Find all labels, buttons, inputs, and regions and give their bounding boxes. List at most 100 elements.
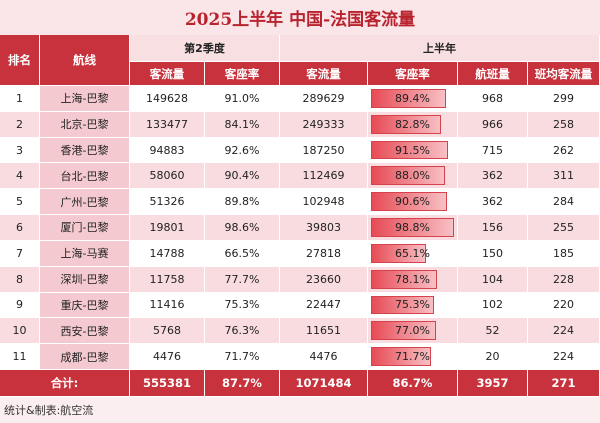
cell: 11416 bbox=[130, 292, 205, 319]
cell: 89.8% bbox=[205, 189, 280, 216]
cell: 4476 bbox=[280, 344, 368, 370]
column-header: 客流量 bbox=[130, 62, 205, 86]
cell: 75.3% bbox=[205, 292, 280, 319]
cell: 220 bbox=[528, 292, 600, 319]
cell: 20 bbox=[458, 344, 528, 370]
cell: 185 bbox=[528, 240, 600, 267]
cell: 299 bbox=[528, 86, 600, 112]
cell: 11651 bbox=[280, 318, 368, 345]
route: 深圳-巴黎 bbox=[40, 266, 130, 293]
cell: 187250 bbox=[280, 137, 368, 164]
load-factor-cell: 91.5% bbox=[368, 137, 458, 164]
cell: 11758 bbox=[130, 266, 205, 293]
cell: 255 bbox=[528, 215, 600, 241]
load-factor-cell: 75.3% bbox=[368, 292, 458, 319]
rank: 1 bbox=[0, 86, 40, 112]
cell: 71.7% bbox=[205, 344, 280, 370]
cell: 58060 bbox=[130, 163, 205, 190]
load-factor-cell: 82.8% bbox=[368, 111, 458, 138]
header-group: 第2季度 bbox=[130, 35, 280, 62]
load-factor-cell: 88.0% bbox=[368, 163, 458, 190]
route: 重庆-巴黎 bbox=[40, 292, 130, 319]
cell: 715 bbox=[458, 137, 528, 164]
rank: 11 bbox=[0, 344, 40, 370]
load-factor-bar bbox=[371, 89, 447, 108]
cell: 156 bbox=[458, 215, 528, 241]
route: 厦门-巴黎 bbox=[40, 215, 130, 241]
route: 广州-巴黎 bbox=[40, 189, 130, 216]
route: 北京-巴黎 bbox=[40, 111, 130, 138]
cell: 362 bbox=[458, 189, 528, 216]
cell-text: 78.1% bbox=[395, 272, 430, 286]
cell: 77.7% bbox=[205, 266, 280, 293]
load-factor-bar bbox=[371, 218, 454, 237]
cell: 76.3% bbox=[205, 318, 280, 345]
route: 成都-巴黎 bbox=[40, 344, 130, 370]
cell: 284 bbox=[528, 189, 600, 216]
cell-text: 82.8% bbox=[395, 117, 430, 131]
cell: 90.4% bbox=[205, 163, 280, 190]
total-value: 1071484 bbox=[280, 370, 368, 397]
cell: 98.6% bbox=[205, 215, 280, 241]
load-factor-bar bbox=[371, 269, 437, 289]
cell: 23660 bbox=[280, 266, 368, 293]
cell-text: 77.0% bbox=[395, 324, 430, 338]
load-factor-bar bbox=[371, 321, 436, 341]
cell: 311 bbox=[528, 163, 600, 190]
cell: 4476 bbox=[130, 344, 205, 370]
header-route: 航线 bbox=[40, 35, 130, 86]
cell: 262 bbox=[528, 137, 600, 164]
rank: 8 bbox=[0, 266, 40, 293]
cell: 289629 bbox=[280, 86, 368, 112]
load-factor-cell: 98.8% bbox=[368, 215, 458, 241]
cell: 258 bbox=[528, 111, 600, 138]
route: 西安-巴黎 bbox=[40, 318, 130, 345]
cell: 102 bbox=[458, 292, 528, 319]
route: 香港-巴黎 bbox=[40, 137, 130, 164]
load-factor-cell: 78.1% bbox=[368, 266, 458, 293]
cell-text: 65.1% bbox=[395, 246, 430, 260]
title: 2025上半年 中国-法国客流量 bbox=[0, 0, 600, 35]
cell: 102948 bbox=[280, 189, 368, 216]
route: 台北-巴黎 bbox=[40, 163, 130, 190]
cell: 19801 bbox=[130, 215, 205, 241]
load-factor-cell: 90.6% bbox=[368, 189, 458, 216]
cell-text: 88.0% bbox=[395, 169, 430, 183]
load-factor-cell: 71.7% bbox=[368, 344, 458, 370]
cell: 112469 bbox=[280, 163, 368, 190]
cell: 104 bbox=[458, 266, 528, 293]
cell: 149628 bbox=[130, 86, 205, 112]
cell: 84.1% bbox=[205, 111, 280, 138]
load-factor-bar bbox=[371, 114, 441, 134]
column-header: 班均客流量 bbox=[528, 62, 600, 86]
cell-text: 75.3% bbox=[395, 298, 430, 312]
cell-text: 89.4% bbox=[395, 91, 430, 105]
cell: 22447 bbox=[280, 292, 368, 319]
cell: 5768 bbox=[130, 318, 205, 345]
load-factor-bar bbox=[371, 243, 426, 263]
cell: 150 bbox=[458, 240, 528, 267]
load-factor-bar bbox=[371, 140, 448, 160]
load-factor-bar bbox=[371, 347, 432, 366]
footer: 统计&制表:航空流 bbox=[4, 404, 94, 417]
rank: 5 bbox=[0, 189, 40, 216]
cell: 133477 bbox=[130, 111, 205, 138]
cell: 362 bbox=[458, 163, 528, 190]
rank: 9 bbox=[0, 292, 40, 319]
rank: 3 bbox=[0, 137, 40, 164]
total-value: 86.7% bbox=[368, 370, 458, 397]
rank: 2 bbox=[0, 111, 40, 138]
cell: 39803 bbox=[280, 215, 368, 241]
total-value: 3957 bbox=[458, 370, 528, 397]
cell: 27818 bbox=[280, 240, 368, 267]
cell: 94883 bbox=[130, 137, 205, 164]
load-factor-bar bbox=[371, 192, 448, 212]
load-factor-cell: 65.1% bbox=[368, 240, 458, 267]
cell-text: 90.6% bbox=[395, 195, 430, 209]
header-group: 上半年 bbox=[280, 35, 600, 62]
cell: 249333 bbox=[280, 111, 368, 138]
route: 上海-马赛 bbox=[40, 240, 130, 267]
cell: 224 bbox=[528, 344, 600, 370]
cell: 224 bbox=[528, 318, 600, 345]
